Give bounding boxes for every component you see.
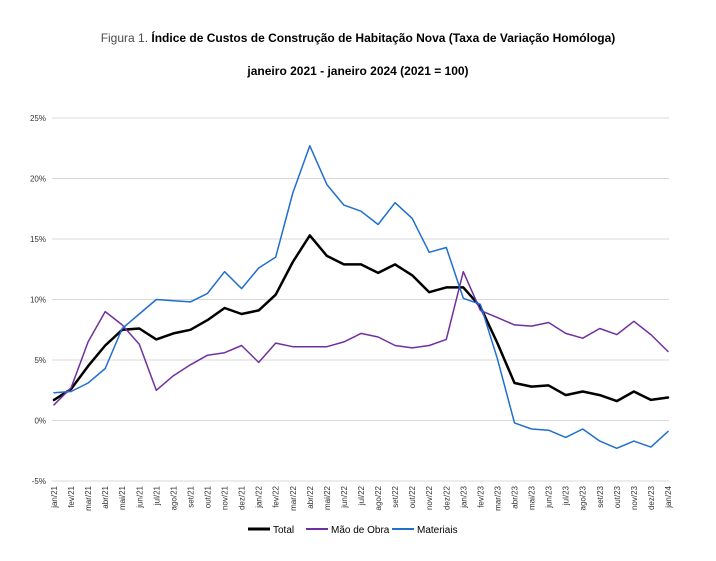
series-line-total: [52, 234, 670, 403]
x-tick-label: dez/23: [647, 485, 656, 510]
y-tick-label: 15%: [30, 235, 46, 244]
series-line-m-o-de-obra: [53, 270, 669, 406]
x-tick-label: mar/22: [289, 485, 298, 510]
x-tick-label: abr/21: [101, 485, 110, 508]
x-tick-label: jul/21: [152, 485, 161, 506]
chart-subtitle: janeiro 2021 - janeiro 2024 (2021 = 100): [247, 64, 469, 78]
x-tick-label: fev/23: [476, 485, 485, 507]
x-tick-label: nov/23: [630, 485, 639, 510]
x-tick-label: mar/21: [84, 485, 93, 510]
x-tick-label: mai/23: [528, 485, 537, 510]
series-lines: [52, 145, 670, 450]
figure-label: Figura 1.: [100, 31, 149, 45]
x-tick-label: mar/23: [493, 485, 502, 510]
x-tick-label: jun/23: [545, 485, 554, 508]
x-tick-label: ago/21: [169, 485, 178, 510]
x-tick-label: ago/23: [579, 485, 588, 510]
x-tick-label: out/21: [204, 485, 213, 508]
x-tick-label: mai/22: [323, 485, 332, 510]
x-tick-label: nov/21: [221, 485, 230, 510]
x-tick-label: jan/22: [255, 485, 264, 508]
x-tick-label: abr/22: [306, 485, 315, 508]
x-tick-label: jan/24: [664, 485, 673, 508]
y-tick-label: 20%: [30, 175, 46, 184]
chart-title: Figura 1. Índice de Custos de Construção…: [0, 31, 716, 45]
x-tick-label: nov/22: [425, 485, 434, 510]
series-line-materiais: [53, 145, 669, 450]
title-text: Índice de Custos de Construção de Habita…: [151, 31, 616, 45]
x-tick-label: jul/22: [357, 485, 366, 506]
x-tick-label: jan/21: [50, 485, 59, 508]
x-tick-label: fev/22: [272, 485, 281, 507]
x-tick-label: set/21: [186, 485, 195, 507]
legend-label-materiais: Materiais: [417, 525, 458, 536]
x-tick-label: jul/23: [562, 485, 571, 506]
x-tick-label: out/23: [613, 485, 622, 508]
y-tick-label: -5%: [32, 477, 46, 486]
x-tick-label: dez/22: [442, 485, 451, 510]
x-tick-label: set/22: [391, 485, 400, 507]
legend-label-total: Total: [273, 525, 294, 536]
x-tick-label: jan/23: [459, 485, 468, 508]
x-tick-label: abr/23: [511, 485, 520, 508]
x-tick-label: jun/22: [340, 485, 349, 508]
x-tick-label: mai/21: [118, 485, 127, 510]
legend-label-m-o-de-obra: Mão de Obra: [331, 525, 390, 536]
x-tick-label: out/22: [408, 485, 417, 508]
y-tick-label: 25%: [30, 114, 46, 123]
y-axis-ticks: -5% 0% 5% 10% 15% 20% 25%: [30, 114, 46, 486]
x-tick-label: ago/22: [374, 485, 383, 510]
x-tick-label: set/23: [596, 485, 605, 507]
legend: Total Mão de Obra Materiais: [248, 525, 458, 536]
x-tick-label: jun/21: [135, 485, 144, 508]
x-tick-label: fev/21: [67, 485, 76, 507]
x-tick-label: dez/21: [238, 485, 247, 510]
y-tick-label: 0%: [34, 417, 46, 426]
y-tick-label: 5%: [34, 356, 46, 365]
grid-lines: [52, 117, 669, 482]
y-tick-label: 10%: [30, 296, 46, 305]
x-axis-ticks: jan/21 fev/21 mar/21 abr/21 mai/21 jun/21 jul/…: [50, 485, 673, 510]
